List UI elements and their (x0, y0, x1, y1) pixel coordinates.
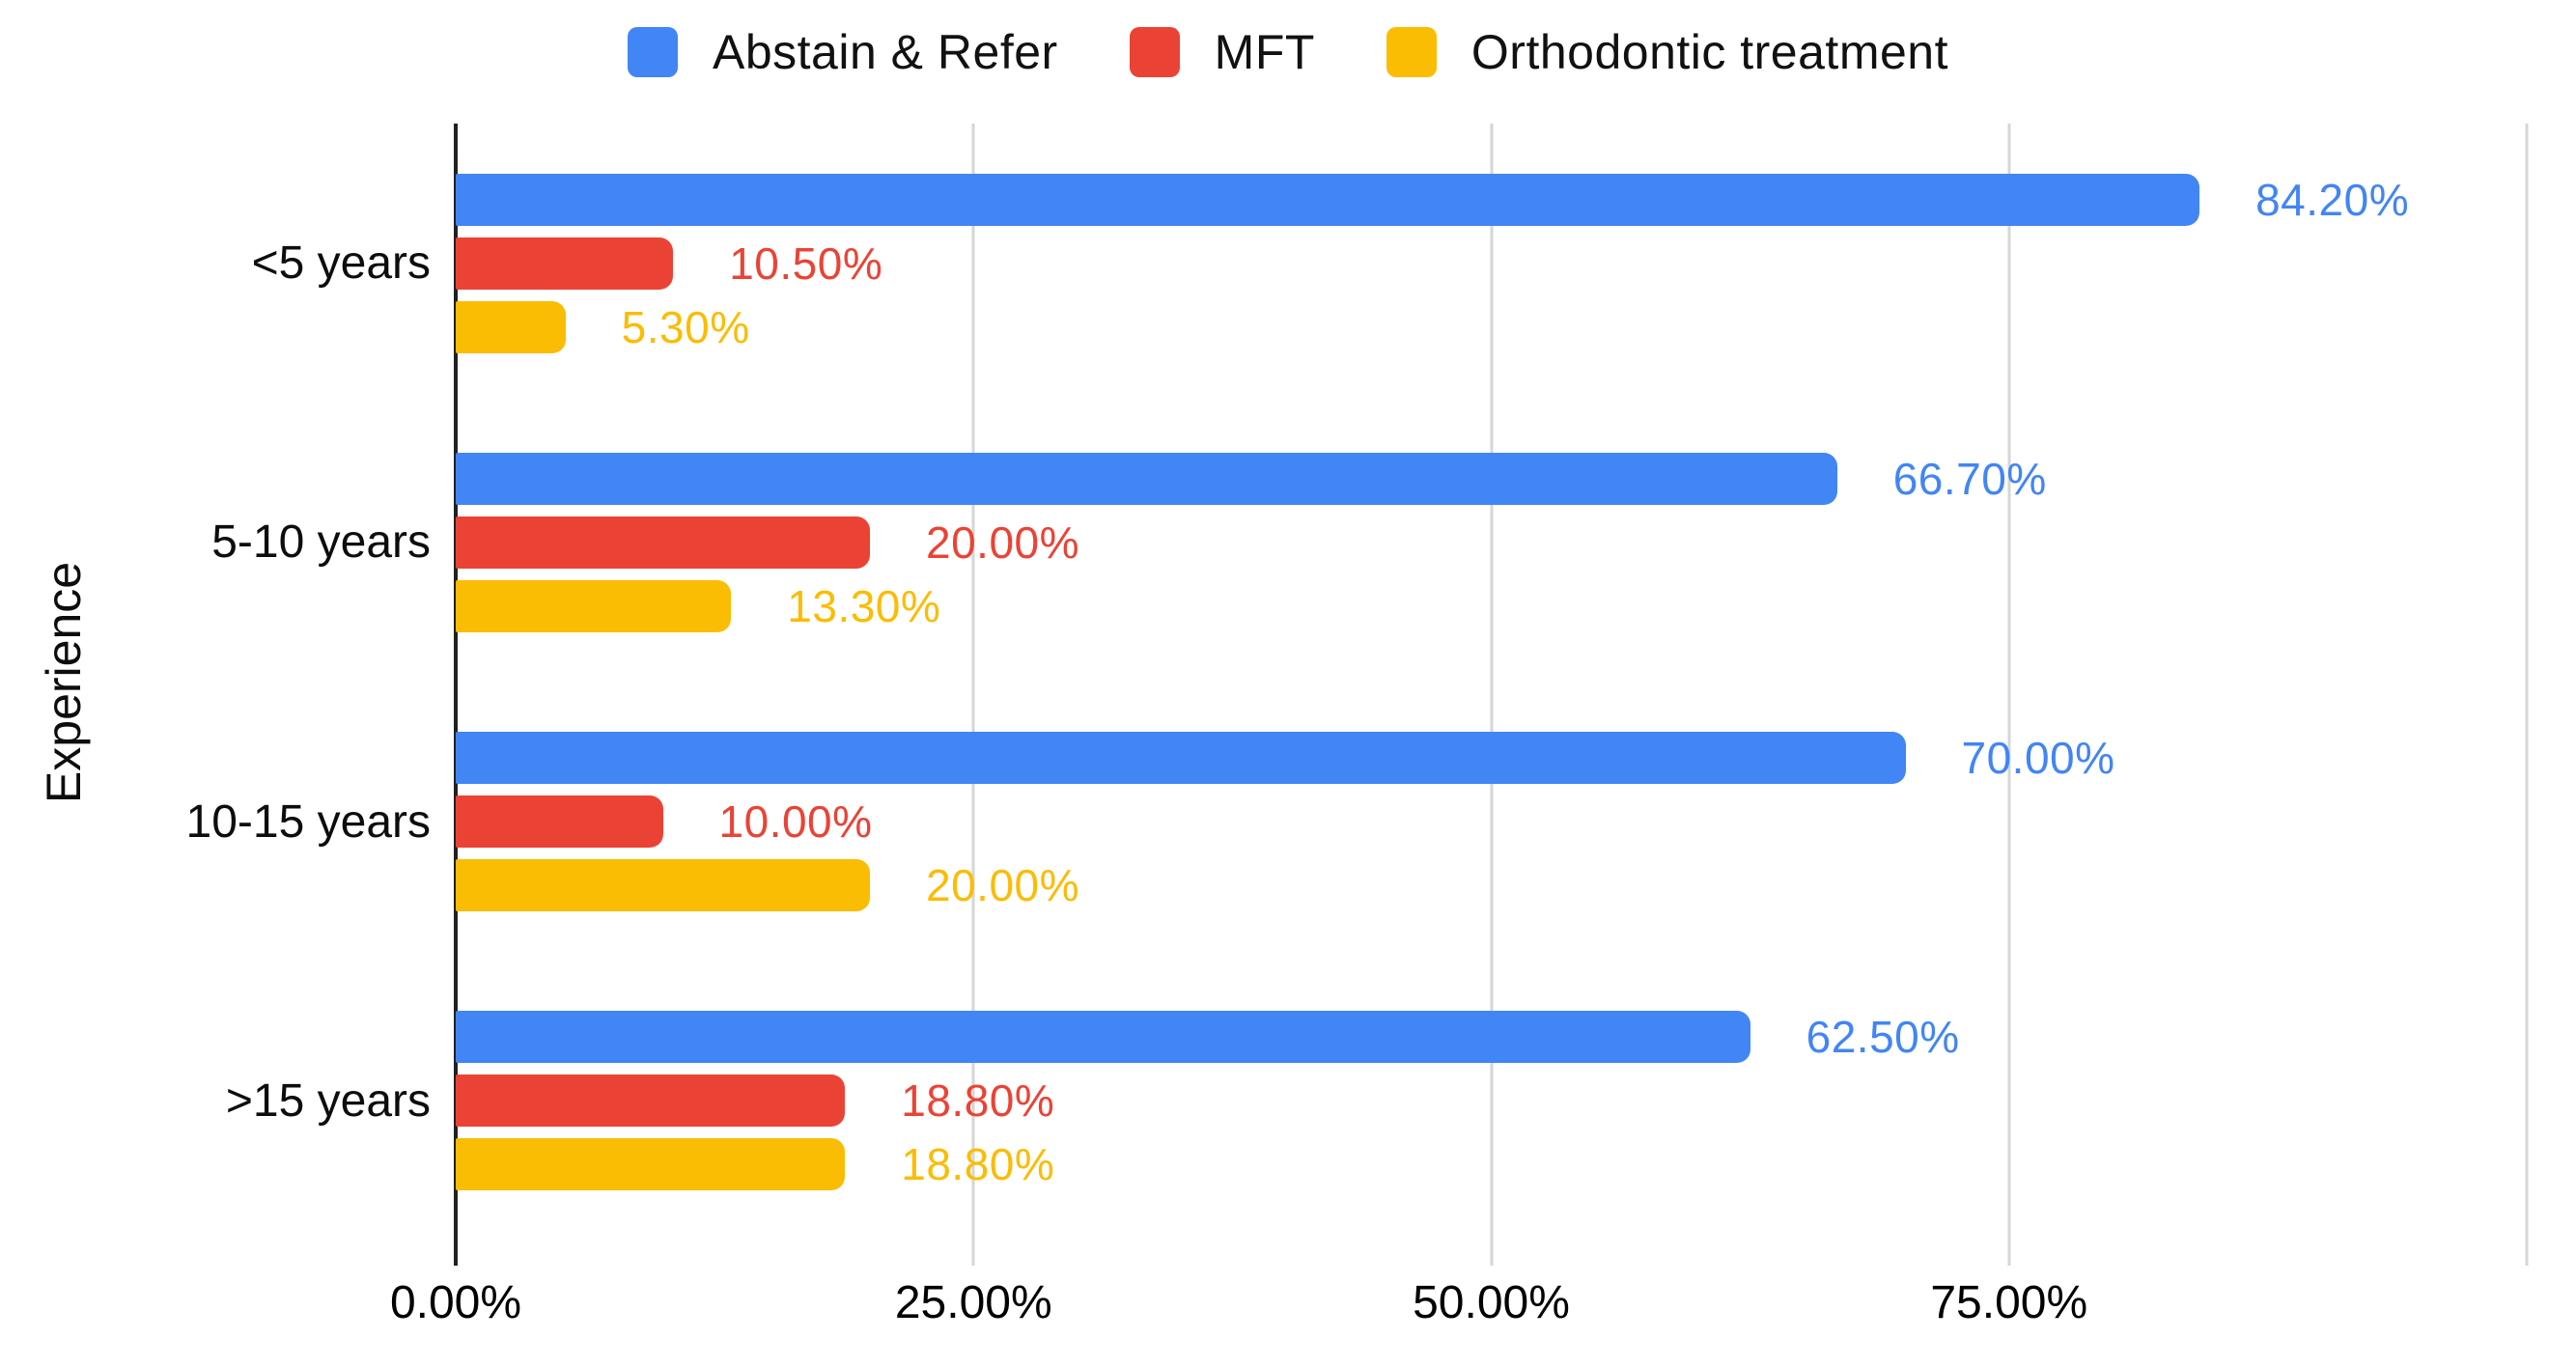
bar-orthodontic-treatment-5-10-years (456, 579, 732, 632)
legend-swatch-orthodontic-treatment (1386, 27, 1437, 77)
bar-value-label: 62.50% (1806, 1012, 1960, 1063)
bar-abstain-refer-10-15-years (456, 732, 1906, 785)
plot-area: 84.20% 10.50% 5.30% 66.70% 20.00% 13.30% 70.00… (454, 124, 2529, 1266)
bar-mft-5-10-years (456, 516, 870, 569)
legend-item-mft: MFT (1129, 24, 1315, 80)
legend-label: Abstain & Refer (713, 25, 1058, 79)
bar-value-label: 84.20% (2255, 174, 2410, 225)
bar-row: 84.20% (456, 173, 2527, 226)
bar-row: 62.50% (456, 1011, 2527, 1064)
bar-row: 70.00% (456, 732, 2527, 785)
gridline-50pct (1490, 124, 1493, 1266)
bar-value-label: 10.50% (729, 237, 883, 289)
bar-value-label: 5.30% (621, 301, 750, 352)
bar-orthodontic-treatment-15-years (456, 1138, 846, 1191)
bar-row: 20.00% (456, 516, 2527, 569)
bar-value-label: 18.80% (901, 1139, 1055, 1190)
x-tick-label-50pct: 50.00% (1413, 1277, 1570, 1328)
bar-mft-10-15-years (456, 795, 663, 849)
x-axis-tick-labels: 0.00% 25.00% 50.00% 75.00% (0, 1276, 2576, 1344)
legend-label: MFT (1214, 25, 1315, 79)
category-label-5-10-years: 5-10 years (211, 516, 431, 569)
x-tick-label-25pct: 25.00% (894, 1277, 1052, 1328)
bar-group-15-years: 62.50% 18.80% 18.80% (456, 962, 2527, 1241)
bar-orthodontic-treatment-5-years (456, 300, 566, 353)
bar-orthodontic-treatment-10-15-years (456, 859, 870, 912)
bar-row: 18.80% (456, 1074, 2527, 1128)
legend-label: Orthodontic treatment (1470, 25, 1948, 79)
category-label-15-years: >15 years (225, 1074, 431, 1127)
gridline-75pct (2007, 124, 2011, 1266)
bar-abstain-refer-15-years (456, 1011, 1750, 1064)
bar-group-10-15-years: 70.00% 10.00% 20.00% (456, 683, 2527, 962)
bar-value-label: 10.00% (718, 796, 873, 848)
bar-row: 10.50% (456, 237, 2527, 290)
category-axis-labels: <5 years 5-10 years 10-15 years >15 years (0, 124, 431, 1241)
bar-value-label: 20.00% (926, 860, 1080, 911)
legend-swatch-mft (1129, 27, 1180, 77)
bar-mft-15-years (456, 1074, 846, 1128)
bar-group-5-10-years: 66.70% 20.00% 13.30% (456, 403, 2527, 682)
bar-group-5-years: 84.20% 10.50% 5.30% (456, 124, 2527, 403)
axis-line (454, 124, 458, 1266)
gridline-100pct (2525, 124, 2529, 1266)
bar-row: 20.00% (456, 859, 2527, 912)
bar-row: 5.30% (456, 300, 2527, 353)
bar-row: 10.00% (456, 795, 2527, 849)
bar-row: 66.70% (456, 452, 2527, 505)
bar-value-label: 13.30% (787, 580, 941, 631)
bar-abstain-refer-5-years (456, 173, 2200, 226)
legend-swatch-abstain-refer (628, 27, 678, 77)
bar-row: 18.80% (456, 1138, 2527, 1191)
category-label-10-15-years: 10-15 years (185, 795, 431, 848)
x-tick-label-75pct: 75.00% (1930, 1277, 2088, 1328)
legend-item-orthodontic-treatment: Orthodontic treatment (1386, 24, 1948, 80)
bar-abstain-refer-5-10-years (456, 452, 1837, 505)
x-tick-label-0pct: 0.00% (389, 1277, 522, 1328)
gridline-25pct (971, 124, 975, 1266)
bar-row: 13.30% (456, 579, 2527, 632)
bar-value-label: 66.70% (1892, 453, 2047, 504)
bar-mft-5-years (456, 237, 674, 290)
legend: Abstain & Refer MFT Orthodontic treatment (0, 8, 2576, 97)
bar-value-label: 20.00% (926, 516, 1080, 568)
category-label-5-years: <5 years (251, 237, 431, 290)
bar-value-label: 18.80% (901, 1075, 1055, 1127)
bar-value-label: 70.00% (1961, 733, 2115, 784)
legend-item-abstain-refer: Abstain & Refer (628, 24, 1058, 80)
